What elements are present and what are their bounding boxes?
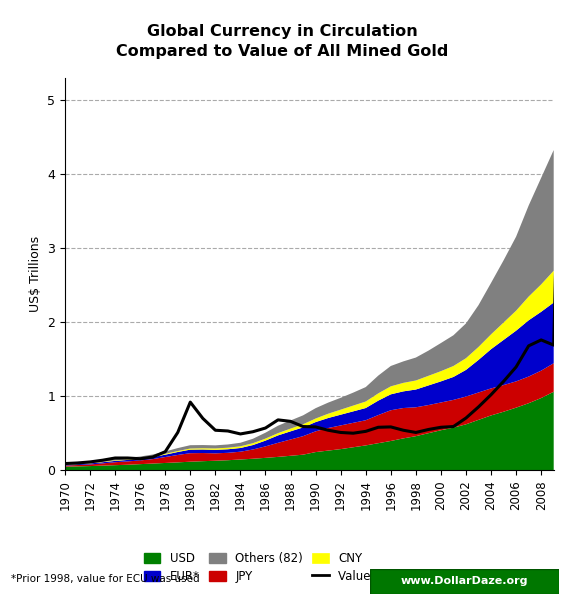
Text: *Prior 1998, value for ECU was used: *Prior 1998, value for ECU was used [11, 574, 200, 584]
Y-axis label: US$ Trillions: US$ Trillions [29, 236, 42, 312]
Text: Global Currency in Circulation
Compared to Value of All Mined Gold: Global Currency in Circulation Compared … [116, 24, 449, 59]
Legend: USD, EUR*, Others (82), JPY, CNY, Value of All Mined Gold: USD, EUR*, Others (82), JPY, CNY, Value … [140, 549, 479, 586]
Text: www.DollarDaze.org: www.DollarDaze.org [401, 576, 528, 586]
